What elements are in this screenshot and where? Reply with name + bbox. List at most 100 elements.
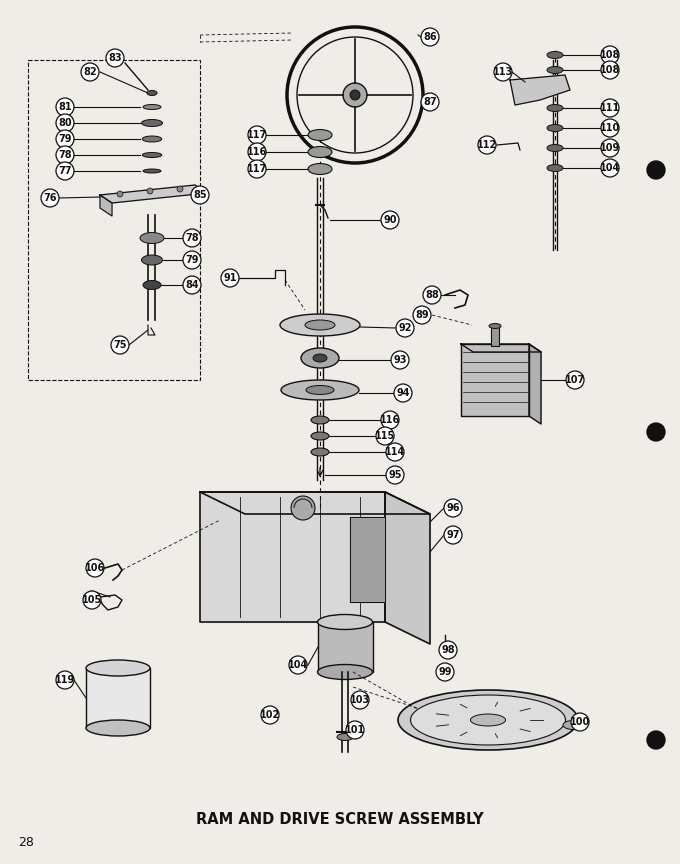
Circle shape: [346, 721, 364, 739]
Text: 92: 92: [398, 323, 412, 333]
Circle shape: [83, 591, 101, 609]
Text: 96: 96: [446, 503, 460, 513]
Text: 116: 116: [380, 415, 400, 425]
Bar: [86, 668, 150, 728]
Text: 115: 115: [375, 431, 395, 441]
Polygon shape: [200, 492, 385, 622]
Circle shape: [396, 319, 414, 337]
Text: 100: 100: [570, 717, 590, 727]
Ellipse shape: [86, 660, 150, 676]
Ellipse shape: [305, 320, 335, 330]
Ellipse shape: [143, 169, 161, 173]
Text: 80: 80: [58, 118, 72, 128]
Circle shape: [647, 731, 665, 749]
Text: 78: 78: [185, 233, 199, 243]
Text: 104: 104: [288, 660, 308, 670]
Circle shape: [291, 496, 315, 520]
Text: 93: 93: [393, 355, 407, 365]
Ellipse shape: [143, 105, 161, 110]
Circle shape: [86, 559, 104, 577]
Circle shape: [297, 37, 413, 153]
Circle shape: [394, 384, 412, 402]
Circle shape: [647, 423, 665, 441]
Text: 119: 119: [55, 675, 75, 685]
Ellipse shape: [308, 147, 332, 157]
Circle shape: [56, 98, 74, 116]
Circle shape: [106, 49, 124, 67]
Circle shape: [56, 130, 74, 148]
Circle shape: [439, 641, 457, 659]
Text: 76: 76: [44, 193, 56, 203]
Circle shape: [601, 119, 619, 137]
Ellipse shape: [142, 136, 162, 142]
Circle shape: [601, 61, 619, 79]
Circle shape: [248, 126, 266, 144]
Ellipse shape: [398, 690, 578, 750]
Ellipse shape: [563, 721, 583, 729]
Ellipse shape: [311, 448, 329, 456]
Circle shape: [494, 63, 512, 81]
Text: 97: 97: [446, 530, 460, 540]
Text: 77: 77: [58, 166, 72, 176]
Polygon shape: [100, 195, 112, 216]
Text: 88: 88: [425, 290, 439, 300]
Text: 104: 104: [600, 163, 620, 173]
Ellipse shape: [141, 255, 163, 265]
Circle shape: [423, 286, 441, 304]
Circle shape: [601, 139, 619, 157]
Circle shape: [421, 93, 439, 111]
Text: 110: 110: [600, 123, 620, 133]
Ellipse shape: [141, 119, 163, 126]
Circle shape: [177, 186, 183, 192]
Ellipse shape: [147, 91, 157, 96]
Circle shape: [81, 63, 99, 81]
Circle shape: [56, 671, 74, 689]
Circle shape: [221, 269, 239, 287]
Ellipse shape: [301, 348, 339, 368]
Text: 82: 82: [83, 67, 97, 77]
Text: 81: 81: [58, 102, 72, 112]
Circle shape: [421, 28, 439, 46]
Text: 108: 108: [600, 50, 620, 60]
Circle shape: [601, 99, 619, 117]
Circle shape: [147, 188, 153, 194]
Text: 85: 85: [193, 190, 207, 200]
Text: 105: 105: [82, 595, 102, 605]
Ellipse shape: [547, 105, 563, 111]
Ellipse shape: [489, 323, 501, 328]
Circle shape: [261, 706, 279, 724]
Circle shape: [117, 191, 123, 197]
Ellipse shape: [280, 314, 360, 336]
Ellipse shape: [547, 124, 563, 131]
Text: 79: 79: [58, 134, 72, 144]
Circle shape: [191, 186, 209, 204]
Ellipse shape: [86, 720, 150, 736]
Ellipse shape: [306, 385, 334, 395]
Ellipse shape: [313, 354, 327, 362]
Polygon shape: [100, 185, 207, 203]
Polygon shape: [461, 344, 529, 416]
Text: 90: 90: [384, 215, 396, 225]
Polygon shape: [461, 344, 541, 352]
Text: 108: 108: [600, 65, 620, 75]
Circle shape: [413, 306, 431, 324]
Ellipse shape: [318, 614, 373, 630]
Circle shape: [350, 90, 360, 100]
Ellipse shape: [318, 664, 373, 679]
Text: 102: 102: [260, 710, 280, 720]
Text: 113: 113: [493, 67, 513, 77]
Ellipse shape: [140, 232, 164, 244]
Ellipse shape: [547, 164, 563, 171]
Text: 99: 99: [438, 667, 452, 677]
Ellipse shape: [281, 380, 359, 400]
Text: 75: 75: [114, 340, 126, 350]
Circle shape: [183, 251, 201, 269]
Text: 84: 84: [185, 280, 199, 290]
Ellipse shape: [547, 52, 563, 59]
Text: 107: 107: [565, 375, 585, 385]
Circle shape: [436, 663, 454, 681]
Polygon shape: [385, 492, 430, 644]
Circle shape: [351, 691, 369, 709]
Ellipse shape: [308, 163, 332, 175]
Polygon shape: [350, 517, 385, 602]
